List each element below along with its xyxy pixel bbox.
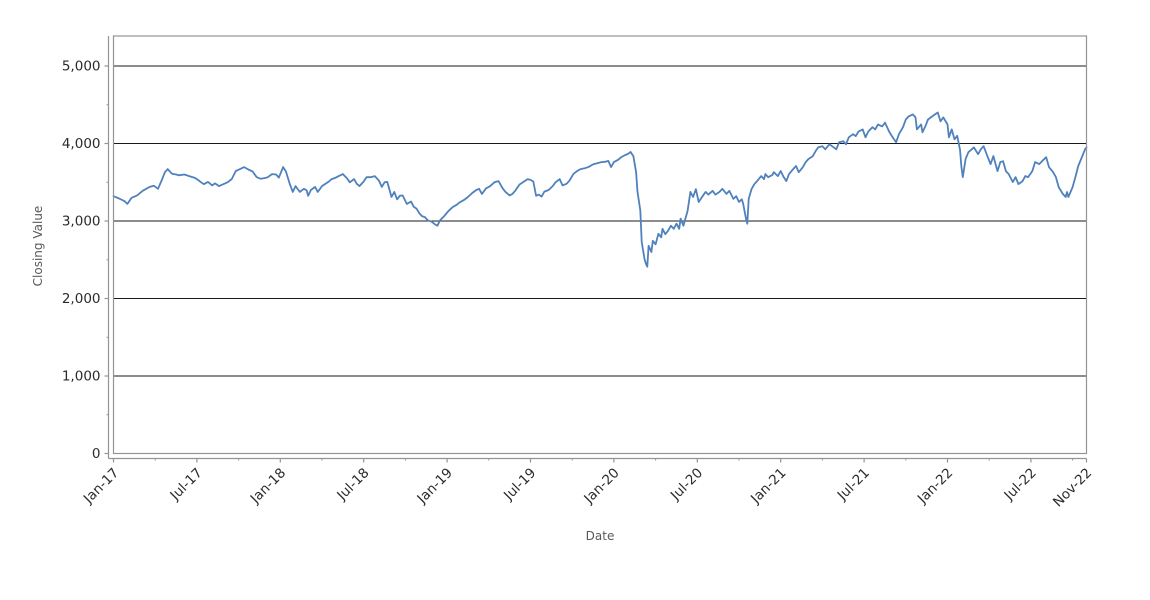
x-tick-label: Jan-19	[414, 465, 456, 507]
x-tick-label: Jul-21	[834, 465, 873, 504]
closing-value-line	[112, 111, 1088, 268]
y-tick-label: 5,000	[62, 59, 101, 75]
x-tick-label: Jan-18	[247, 465, 289, 507]
axes-and-ticks	[104, 36, 1088, 463]
y-tick-label: 4,000	[62, 136, 101, 152]
y-axis-title: Closing Value	[31, 206, 45, 287]
y-tick-label: 1,000	[62, 369, 101, 385]
x-tick-label: Jan-17	[80, 465, 122, 507]
x-tick-label: Nov-22	[1050, 465, 1095, 510]
gridlines	[113, 65, 1087, 377]
y-tick-label: 0	[92, 446, 101, 462]
x-tick-label: Jul-18	[333, 465, 372, 504]
x-tick-label: Jul-20	[667, 465, 706, 504]
x-tick-label: Jul-22	[1001, 465, 1040, 504]
y-tick-label: 2,000	[62, 291, 101, 307]
x-tick-label: Jan-22	[914, 465, 956, 507]
price-line-series	[112, 111, 1088, 268]
x-axis-title: Date	[586, 529, 615, 543]
plot-frame	[112, 35, 1088, 455]
x-tick-label: Jul-19	[500, 465, 539, 504]
y-tick-label: 3,000	[62, 214, 101, 230]
x-tick-label: Jul-17	[167, 465, 206, 504]
plot-area-border	[112, 35, 1088, 455]
x-tick-label: Jan-21	[747, 465, 789, 507]
x-tick-label: Jan-20	[580, 465, 622, 507]
tick-labels: 0 1,000 2,000 3,000 4,000 5,000 Jan-17 Jul-17 Ja…	[62, 59, 1095, 511]
